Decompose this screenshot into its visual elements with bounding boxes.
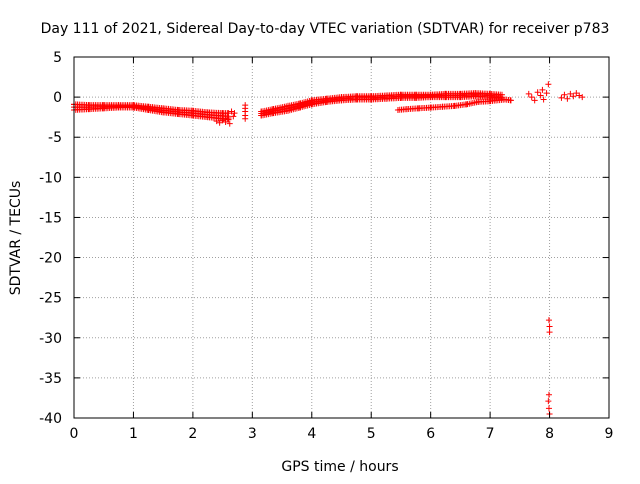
data-point <box>545 405 552 412</box>
dense-band-segment <box>71 101 231 123</box>
data-point <box>543 90 550 97</box>
y-tick-label: -10 <box>39 170 62 186</box>
plot-frame <box>73 56 610 419</box>
x-axis-label: GPS time / hours <box>281 459 398 475</box>
y-tick-label: -35 <box>39 371 62 387</box>
x-tick-label: 1 <box>129 426 138 442</box>
series-segment-8.35 <box>558 90 586 102</box>
axis-ticks: 0 1 2 3 4 5 6 7 8 9 5 0 -5 -10 -15 -20 -25 -30 -35 -40 <box>39 50 613 442</box>
y-tick-label: -25 <box>39 291 62 307</box>
lower-branch-dense <box>394 96 514 113</box>
data-point <box>545 317 552 324</box>
data-point <box>525 90 532 97</box>
y-tick-label: -30 <box>39 331 62 347</box>
data-point <box>230 113 237 120</box>
y-tick-label: -40 <box>39 411 62 427</box>
data-point <box>540 96 547 103</box>
x-tick-label: 5 <box>367 426 376 442</box>
series-segment-7.7 <box>525 86 550 104</box>
grid-lines <box>74 57 609 418</box>
y-axis-label: SDTVAR / TECUs <box>8 181 24 296</box>
data-point <box>545 391 552 398</box>
x-tick-label: 9 <box>605 426 614 442</box>
y-tick-label: -5 <box>48 130 62 146</box>
x-tick-label: 8 <box>545 426 554 442</box>
data-point <box>564 95 571 102</box>
data-point <box>534 89 541 96</box>
data-points <box>71 81 586 417</box>
x-tick-label: 7 <box>486 426 495 442</box>
chart-title: Day 111 of 2021, Sidereal Day-to-day VTE… <box>41 21 610 37</box>
data-point <box>561 91 568 98</box>
band-point <box>497 91 504 98</box>
branch-point <box>507 97 514 104</box>
data-point <box>545 398 552 405</box>
data-point <box>558 94 565 101</box>
y-tick-label: 5 <box>53 50 62 66</box>
data-point <box>570 93 577 100</box>
y-tick-label: 0 <box>53 90 62 106</box>
x-tick-label: 3 <box>248 426 257 442</box>
data-point <box>242 115 249 122</box>
data-point <box>546 329 553 336</box>
data-point <box>537 92 544 99</box>
data-point <box>546 323 553 330</box>
data-point <box>531 97 538 104</box>
y-tick-label: -20 <box>39 251 62 267</box>
data-point <box>539 86 546 93</box>
x-tick-label: 4 <box>307 426 316 442</box>
y-tick-label: -15 <box>39 210 62 226</box>
series-segment-2.9 <box>242 102 249 122</box>
data-point <box>226 120 233 127</box>
band-point <box>224 110 231 117</box>
x-tick-label: 6 <box>426 426 435 442</box>
dense-band-segment <box>258 90 504 119</box>
x-tick-label: 2 <box>188 426 197 442</box>
data-point <box>579 94 586 101</box>
data-point <box>545 81 552 88</box>
series-gap-segment-2.6 <box>213 108 238 127</box>
data-point <box>528 94 535 101</box>
x-tick-label: 0 <box>70 426 79 442</box>
data-point <box>231 110 238 117</box>
